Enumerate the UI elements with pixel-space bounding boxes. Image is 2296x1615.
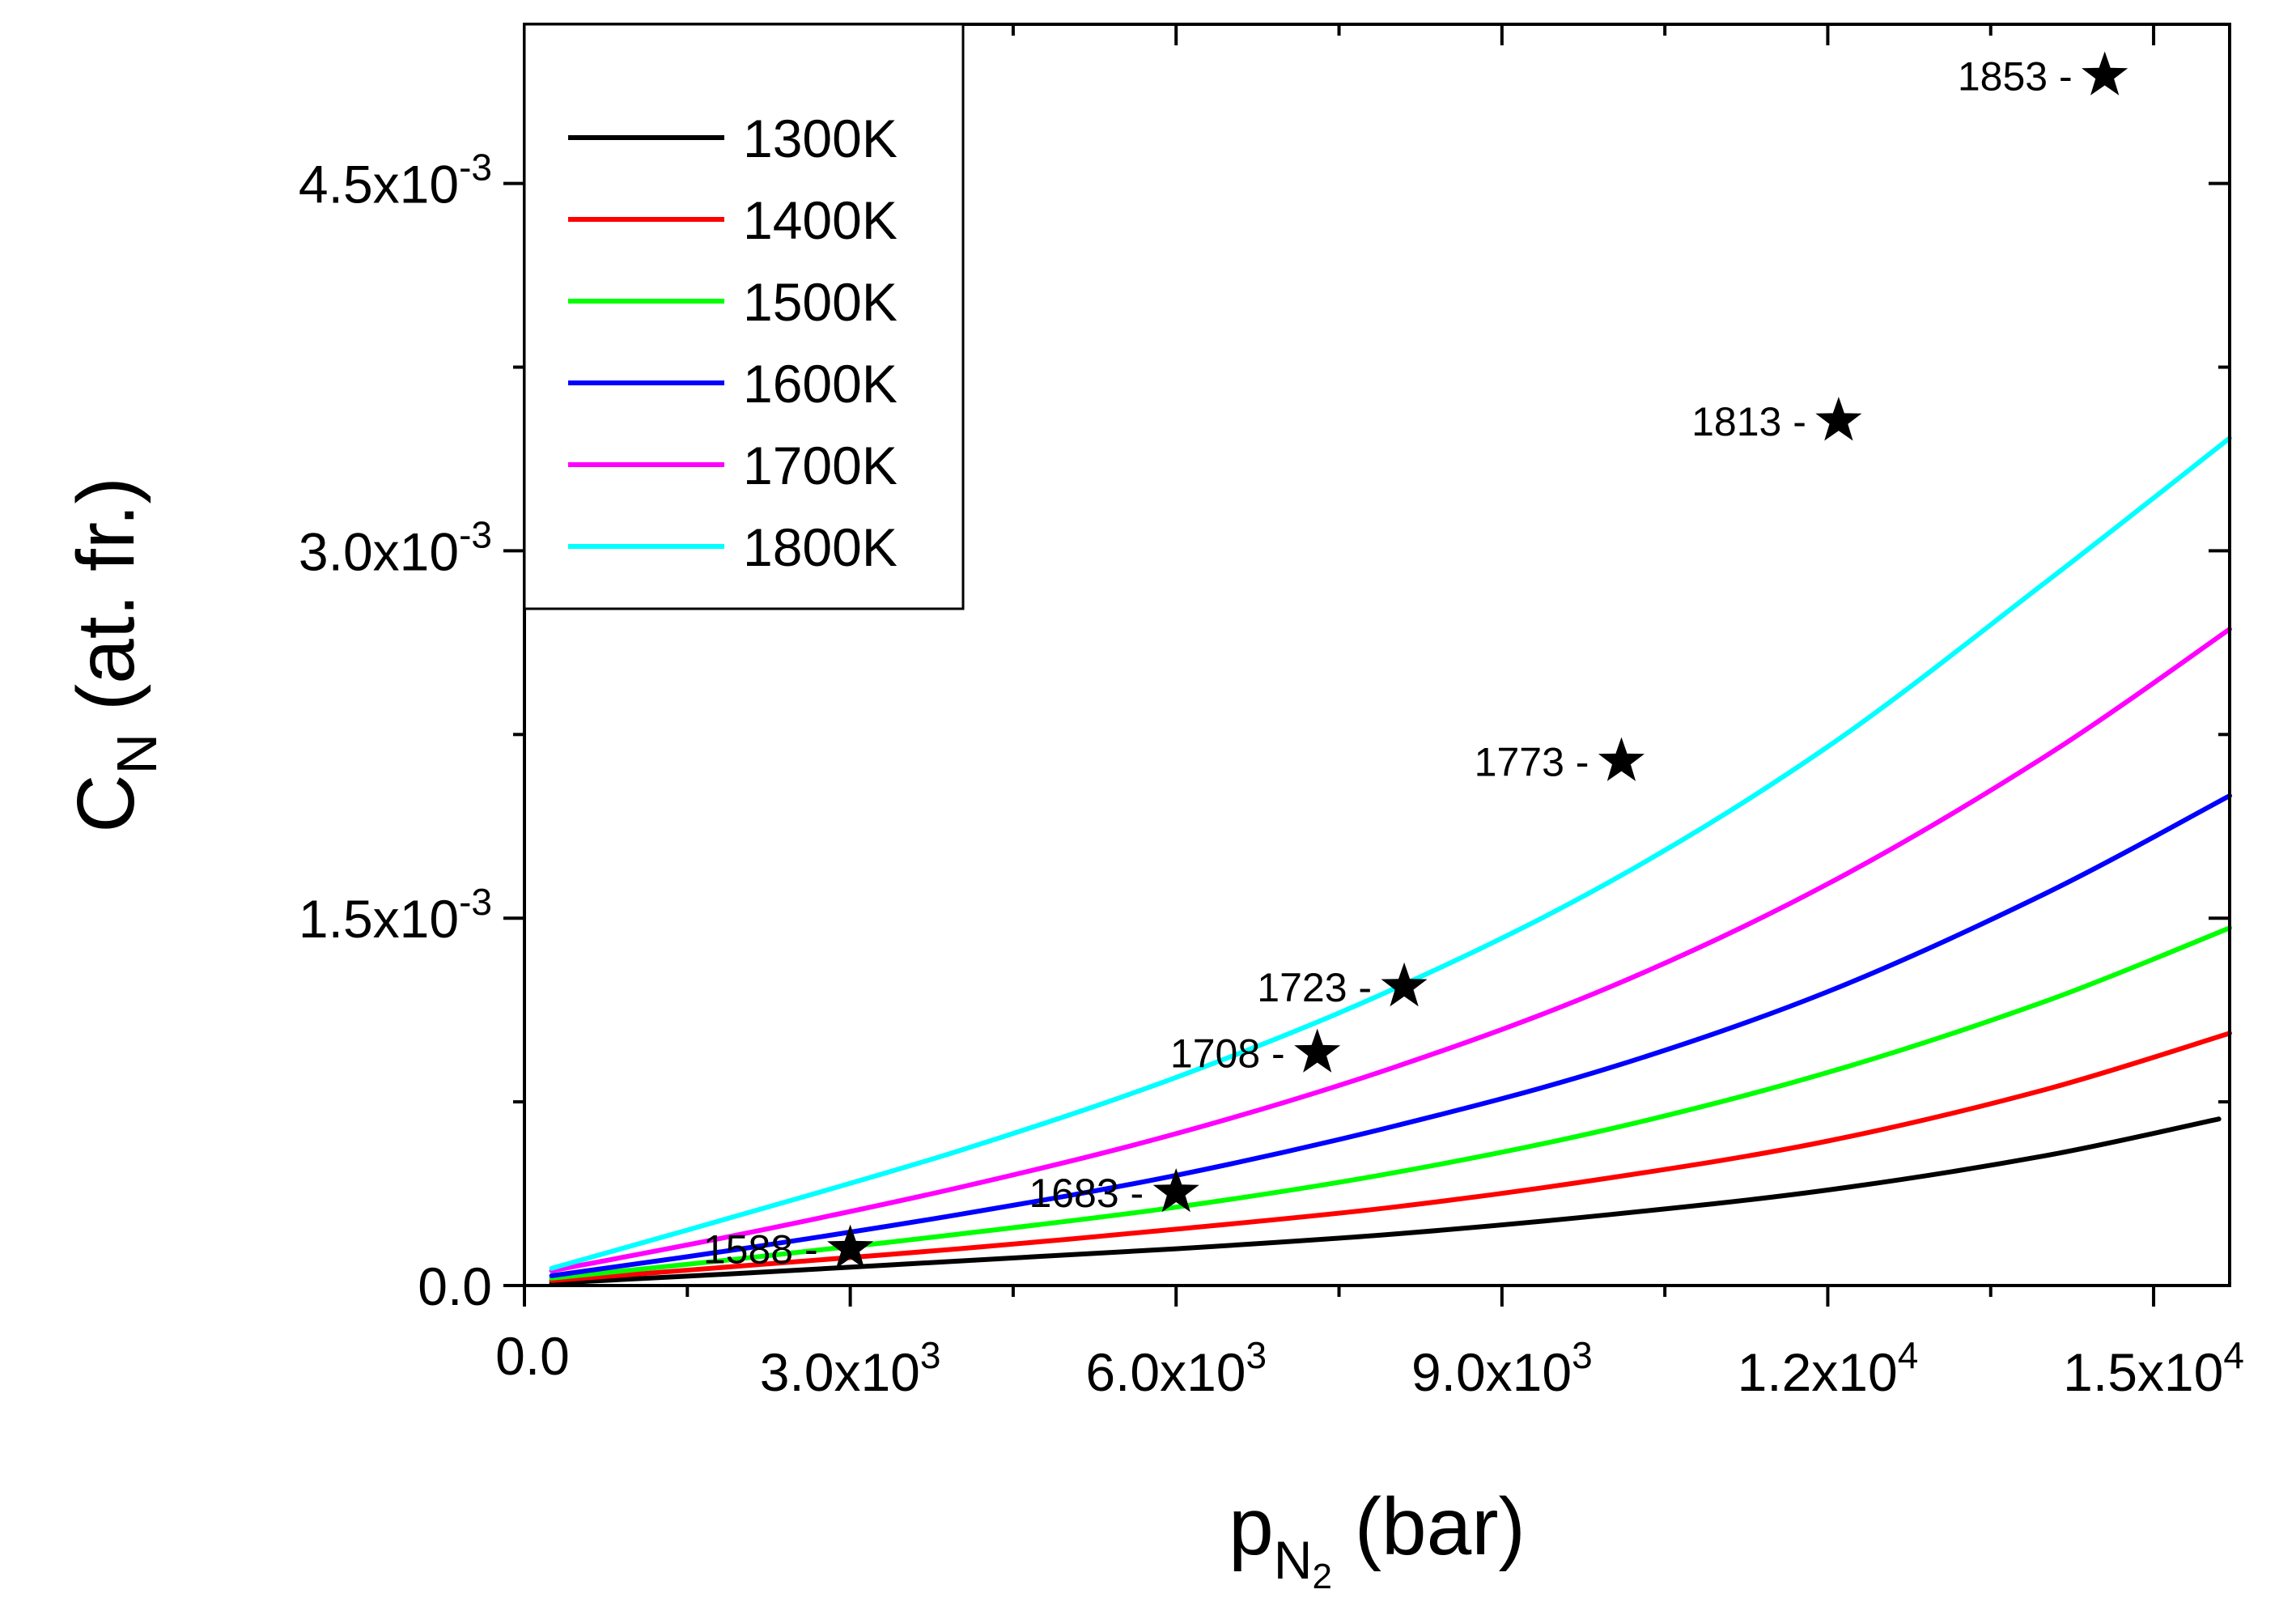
y-axis-title-main: C	[61, 775, 151, 833]
x-tick-mantissa: 9.0x10	[1411, 1342, 1572, 1402]
star-marker	[1598, 737, 1645, 781]
y-tick-label: 4.5x10-3	[299, 147, 492, 215]
series-line-1700K	[549, 627, 2232, 1273]
y-tick-exponent: -3	[459, 881, 492, 923]
y-axis-title-sub: N	[105, 733, 168, 775]
marker-label: 1588 -	[703, 1227, 818, 1273]
y-tick-label: 3.0x10-3	[299, 513, 492, 581]
star-marker	[1294, 1028, 1341, 1073]
marker-label: 1708 -	[1170, 1031, 1285, 1077]
marker-label: 1813 -	[1691, 399, 1806, 444]
x-tick-label: 1.5x104	[2063, 1334, 2244, 1402]
legend-label: 1800K	[743, 517, 898, 577]
x-tick-exponent: 4	[2223, 1334, 2244, 1376]
legend-label: 1300K	[743, 108, 898, 168]
x-tick-mantissa: 1.5x10	[2063, 1342, 2223, 1402]
y-tick-exponent: -3	[459, 513, 492, 555]
x-tick-mantissa: 3.0x10	[760, 1342, 920, 1402]
y-axis-title-unit: (at. fr.)	[61, 477, 151, 733]
y-tick-label: 0.0	[418, 1256, 492, 1316]
axes-ticks	[503, 24, 2230, 1307]
star-marker	[1815, 397, 1862, 441]
x-axis-title-main: p	[1229, 1481, 1274, 1572]
x-tick-exponent: 3	[1572, 1334, 1593, 1376]
marker-label: 1723 -	[1257, 965, 1372, 1010]
legend: 1300K 1400K 1500K 1600K 1700K 1800K	[523, 23, 965, 610]
series-line-1400K	[549, 1031, 2232, 1283]
y-tick-mantissa: 4.5x10	[299, 155, 459, 215]
x-tick-exponent: 3	[920, 1334, 941, 1376]
marker-label: 1683 -	[1029, 1171, 1144, 1216]
legend-box	[523, 23, 965, 610]
y-tick-mantissa: 1.5x10	[299, 889, 459, 949]
legend-label: 1500K	[743, 272, 898, 332]
x-tick-label: 6.0x103	[1085, 1334, 1267, 1402]
legend-items: 1300K 1400K 1500K 1600K 1700K 1800K	[568, 108, 898, 577]
legend-label: 1400K	[743, 190, 898, 250]
series-line-1500K	[549, 925, 2232, 1281]
y-tick-label: 1.5x10-3	[299, 881, 492, 949]
series-line-1300K	[549, 1116, 2222, 1286]
star-marker	[1152, 1168, 1199, 1213]
x-tick-exponent: 3	[1246, 1334, 1267, 1376]
x-tick-label: 3.0x103	[760, 1334, 941, 1402]
x-tick-label: 1.2x104	[1738, 1334, 1919, 1402]
star-marker	[1381, 962, 1428, 1007]
star-marker	[2082, 51, 2128, 96]
plot-frame	[523, 23, 2231, 1287]
tick-labels: 0.0 3.0x103 6.0x103 9.0x103 1.2x104 1.5x1040.…	[299, 147, 2244, 1402]
x-axis-title-subsub: 2	[1312, 1557, 1331, 1596]
marker-label: 1853 -	[1958, 54, 2073, 100]
x-axis-title-sub: N	[1274, 1530, 1313, 1590]
x-tick-mantissa: 6.0x10	[1085, 1342, 1246, 1402]
legend-label: 1600K	[743, 354, 898, 414]
x-tick-mantissa: 1.2x10	[1738, 1342, 1898, 1402]
markers-layer: 1588 - 1683 - 1708 - 1723 - 1773 - 1813 - 1853…	[703, 51, 2128, 1273]
y-tick-mantissa: 3.0x10	[299, 521, 459, 581]
series-line-1600K	[549, 793, 2232, 1278]
x-axis-title-unit: (bar)	[1332, 1481, 1526, 1572]
star-marker	[827, 1224, 874, 1269]
x-axis-title: pN2 (bar)	[1229, 1481, 1526, 1596]
x-tick-label: 0.0	[495, 1326, 570, 1386]
x-tick-exponent: 4	[1898, 1334, 1919, 1376]
marker-label: 1773 -	[1475, 740, 1589, 785]
y-tick-exponent: -3	[459, 147, 492, 189]
legend-label: 1700K	[743, 436, 898, 495]
y-axis-title: CN (at. fr.)	[61, 477, 168, 832]
x-tick-label: 9.0x103	[1411, 1334, 1593, 1402]
